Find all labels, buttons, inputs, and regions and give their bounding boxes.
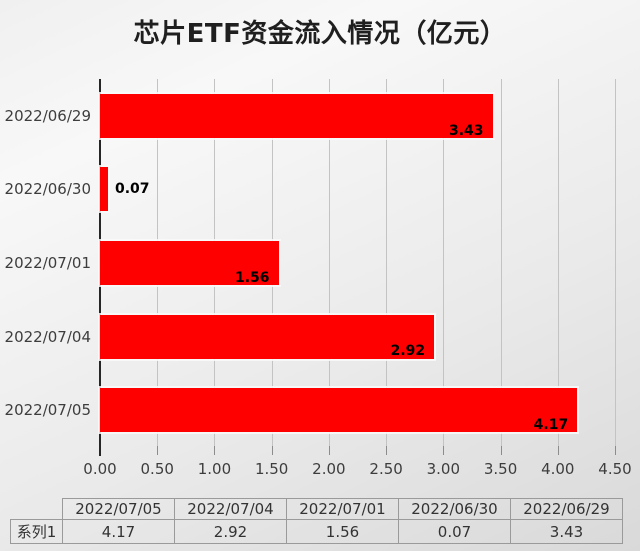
bar-value-label: 1.56 — [234, 269, 270, 286]
bar-value-label: 4.17 — [533, 416, 569, 433]
x-axis-tick — [271, 446, 273, 455]
table-values-row: 系列1 4.17 2.92 1.56 0.07 3.43 — [10, 519, 623, 544]
x-axis-tick-label: 4.00 — [541, 460, 575, 478]
bar-row: 4.17 — [100, 373, 615, 447]
table-header-cell: 2022/06/29 — [510, 498, 623, 520]
bar — [100, 167, 108, 212]
x-axis-tick-label: 4.50 — [598, 460, 632, 478]
table-header-cell: 2022/07/05 — [62, 498, 175, 520]
x-axis-tick — [557, 446, 559, 455]
table-series-label: 系列1 — [10, 519, 63, 544]
bar-value-label: 3.43 — [448, 122, 484, 139]
x-axis-tick — [500, 446, 502, 455]
bar: 2.92 — [100, 314, 435, 359]
plot-area: 3.43 0.07 1.56 2.92 4.17 — [100, 79, 616, 447]
x-axis-tick — [615, 446, 616, 455]
table-value-cell: 0.07 — [398, 519, 511, 544]
x-axis-tick-label: 1.50 — [254, 460, 289, 478]
bar: 4.17 — [100, 388, 578, 433]
table-corner-cell — [11, 499, 63, 520]
bar-row: 0.07 — [100, 153, 615, 227]
x-axis-tick — [386, 446, 388, 455]
table-header-cell: 2022/07/01 — [286, 498, 399, 520]
category-label: 2022/06/29 — [4, 106, 91, 125]
x-axis-tick-label: 3.50 — [483, 460, 518, 478]
bar-row: 1.56 — [100, 226, 615, 300]
category-label: 2022/07/01 — [4, 253, 91, 272]
bar-row: 3.43 — [100, 79, 615, 153]
gridline — [386, 79, 388, 447]
bar-value-label: 0.07 — [115, 181, 150, 198]
category-label: 2022/06/30 — [4, 180, 91, 199]
table-header-row: 2022/07/05 2022/07/04 2022/07/01 2022/06… — [11, 498, 623, 520]
x-axis-tick-label: 1.00 — [197, 460, 232, 478]
bar-value-label: 2.92 — [390, 343, 426, 360]
gridline — [443, 79, 445, 447]
x-axis-tick — [443, 446, 445, 455]
x-axis-tick — [214, 446, 216, 455]
gridline — [615, 79, 616, 447]
x-axis-tick-label: 2.00 — [312, 460, 346, 478]
table-header-cell: 2022/06/30 — [398, 498, 511, 520]
bar-row: 2.92 — [100, 300, 615, 374]
x-axis-tick — [157, 446, 159, 455]
x-axis-tick-label: 2.50 — [369, 460, 403, 478]
data-table: 2022/07/05 2022/07/04 2022/07/01 2022/06… — [10, 498, 623, 544]
table-value-cell: 4.17 — [62, 519, 175, 544]
chart-title: 芯片ETF资金流入情况（亿元） — [133, 19, 507, 49]
gridline — [557, 79, 559, 447]
x-axis-tick — [328, 446, 330, 455]
category-label: 2022/07/05 — [4, 401, 91, 420]
x-axis-tick-label: 0.00 — [83, 460, 117, 478]
table-value-cell: 1.56 — [286, 519, 399, 544]
bar: 1.56 — [100, 240, 279, 286]
gridline — [500, 79, 502, 447]
category-label: 2022/07/04 — [4, 327, 91, 346]
bar: 3.43 — [100, 93, 493, 139]
table-value-cell: 2.92 — [174, 519, 287, 544]
gridline — [328, 79, 330, 447]
x-axis-tick-label: 3.00 — [426, 460, 461, 478]
table-header-cell: 2022/07/04 — [174, 498, 287, 520]
table-value-cell: 3.43 — [510, 519, 623, 544]
x-axis-tick-label: 0.50 — [140, 460, 174, 478]
